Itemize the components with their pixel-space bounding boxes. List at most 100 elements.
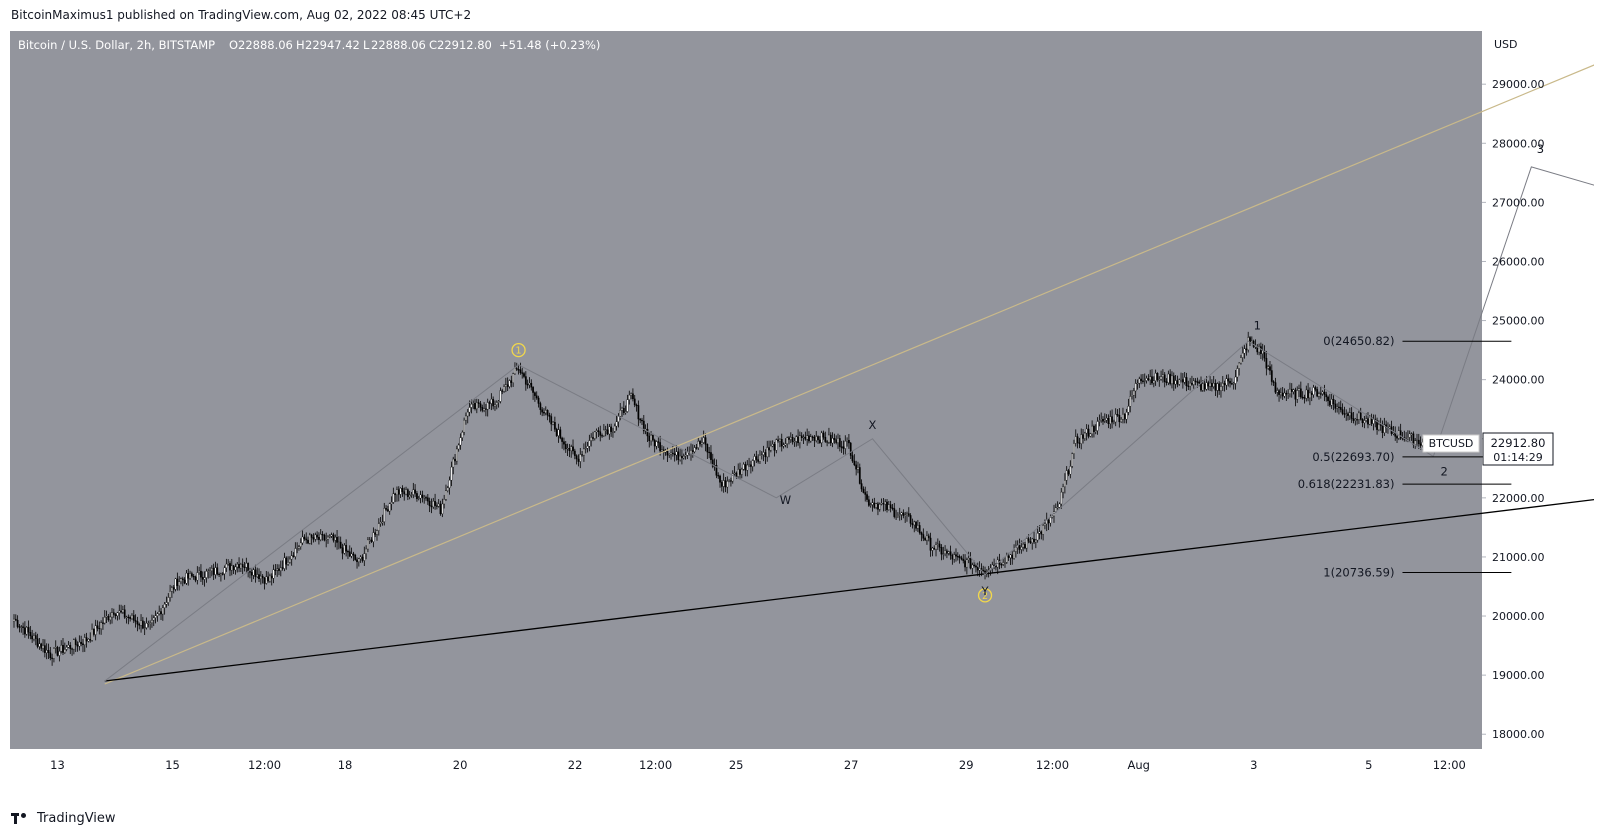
time-axis-labels: 13 15 12:00 18 20 22 12:00 25 27 29 12:00 Aug 3 5 12:0… <box>50 758 1466 772</box>
candle-body-8 <box>27 627 30 633</box>
candle-body-260 <box>485 408 487 410</box>
candle-body-524 <box>964 560 966 568</box>
candle-body-547 <box>1005 555 1008 563</box>
candle-body-136 <box>259 575 262 580</box>
candle-body-335 <box>621 408 623 411</box>
chart-frame[interactable]: 0(24650.82) 0.5(22693.70) 0.618(22231.83) 1… <box>10 31 1594 796</box>
candle-body-272 <box>506 384 509 387</box>
candle-body-241 <box>450 466 453 481</box>
candle-body-340 <box>630 393 632 396</box>
candle-body-1 <box>14 618 17 621</box>
candle-body-387 <box>715 465 718 476</box>
support-trendline[interactable] <box>104 493 1594 682</box>
candle-body-7 <box>25 627 28 635</box>
candle-body-411 <box>759 455 761 462</box>
x-tick-label-10: 12:00 <box>1036 758 1069 772</box>
candle-body-278 <box>517 369 520 371</box>
candle-body-744 <box>1363 420 1366 424</box>
fibonacci-retracement[interactable]: 0(24650.82) 0.5(22693.70) 0.618(22231.83) 1… <box>1298 334 1512 580</box>
candle-body-596 <box>1094 430 1097 432</box>
candle-body-60 <box>122 609 124 613</box>
candle-body-581 <box>1067 470 1070 475</box>
candle-body-142 <box>270 575 273 579</box>
candle-body-347 <box>642 420 645 432</box>
candle-body-710 <box>1301 396 1304 399</box>
candle-body-462 <box>851 455 854 462</box>
candle-body-675 <box>1238 362 1241 369</box>
candle-body-277 <box>515 368 518 370</box>
candle-body-444 <box>818 439 821 444</box>
candle-body-670 <box>1229 380 1231 384</box>
candle-body-300 <box>557 429 560 436</box>
candle-body-702 <box>1287 393 1290 395</box>
candle-body-559 <box>1027 538 1030 542</box>
candle-body-350 <box>648 435 651 442</box>
candle-body-612 <box>1123 414 1126 420</box>
last-price-value: 22912.80 <box>1491 436 1546 450</box>
chart-pane[interactable] <box>10 31 1482 749</box>
candle-body-643 <box>1180 379 1182 381</box>
candle-body-360 <box>666 451 669 456</box>
candlestick-series <box>13 331 1435 666</box>
candle-body-511 <box>940 547 943 555</box>
channel-trendline[interactable] <box>104 43 1594 685</box>
candle-body-188 <box>354 554 357 560</box>
candle-body-419 <box>773 444 776 451</box>
candle-body-409 <box>755 456 758 460</box>
candle-body-531 <box>976 566 979 571</box>
candle-body-401 <box>740 469 743 475</box>
candle-body-48 <box>100 622 102 629</box>
candle-body-475 <box>875 503 877 508</box>
candle-body-621 <box>1140 378 1142 382</box>
wave-label-5: 1 <box>1254 318 1261 332</box>
wave-projection-path[interactable] <box>104 123 1594 682</box>
candle-body-695 <box>1274 382 1277 393</box>
candle-body-160 <box>303 536 306 540</box>
price-chart[interactable]: 0(24650.82) 0.5(22693.70) 0.618(22231.83) 1… <box>10 31 1594 796</box>
x-tick-label-8: 27 <box>844 758 859 772</box>
candle-body-550 <box>1011 554 1014 559</box>
candle-body-259 <box>483 408 485 411</box>
candle-body-226 <box>423 497 426 499</box>
candle-body-480 <box>884 501 887 505</box>
candle-body-385 <box>711 459 714 467</box>
candle-body-578 <box>1062 486 1064 493</box>
price-axis[interactable] <box>1482 31 1594 749</box>
time-axis[interactable] <box>10 749 1482 778</box>
candle-body-371 <box>686 452 689 456</box>
candle-body-162 <box>307 539 309 544</box>
candle-body-434 <box>800 435 803 438</box>
candle-body-742 <box>1359 412 1362 420</box>
candle-body-195 <box>367 539 369 550</box>
candle-body-286 <box>532 386 534 393</box>
candle-body-237 <box>443 499 446 505</box>
candle-body-98 <box>190 573 193 577</box>
candle-body-577 <box>1060 491 1063 505</box>
candle-body-273 <box>508 380 511 387</box>
candle-body-566 <box>1040 531 1043 535</box>
candle-body-147 <box>279 567 282 571</box>
candle-body-622 <box>1142 380 1144 382</box>
candle-body-510 <box>938 543 941 548</box>
candle-body-39 <box>83 637 86 646</box>
candle-body-324 <box>601 435 603 437</box>
candle-body-732 <box>1341 409 1344 414</box>
candle-body-216 <box>405 489 407 495</box>
candle-body-568 <box>1044 523 1046 526</box>
candle-body-495 <box>911 523 914 526</box>
candle-body-105 <box>203 577 206 580</box>
candle-body-513 <box>944 550 946 554</box>
candle-body-222 <box>416 493 418 499</box>
candle-body-345 <box>639 418 642 421</box>
candle-body-570 <box>1047 519 1050 524</box>
candle-body-649 <box>1191 382 1193 385</box>
candle-body-427 <box>788 437 790 440</box>
candle-body-243 <box>454 458 456 462</box>
candle-body-303 <box>563 441 565 445</box>
candle-body-101 <box>196 572 199 581</box>
candle-body-447 <box>824 436 827 442</box>
candle-body-212 <box>397 489 400 495</box>
candle-body-193 <box>363 553 366 561</box>
candle-body-712 <box>1305 389 1308 399</box>
y-tick-label-4: 22000.00 <box>1492 492 1545 505</box>
